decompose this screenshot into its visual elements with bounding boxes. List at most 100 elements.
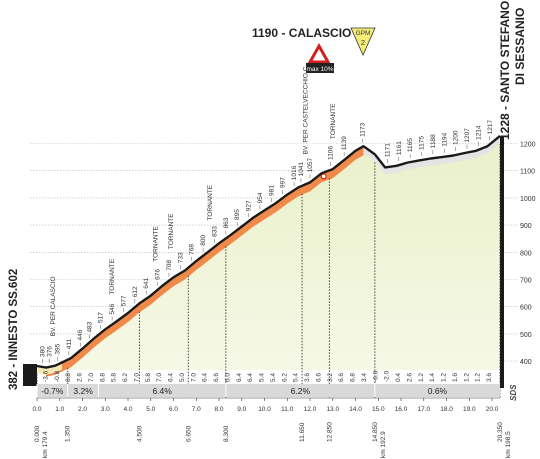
altitude-label: 1188 bbox=[430, 134, 437, 148]
gradient-label: 0.4 bbox=[395, 373, 402, 382]
gradient-label: 6.2 bbox=[281, 373, 288, 382]
altitude-label: 768 bbox=[189, 244, 196, 255]
gradient-label: 5.8 bbox=[145, 373, 152, 382]
gradient-label: 5.4 bbox=[259, 373, 266, 382]
gradient-label: 1.2 bbox=[441, 373, 448, 382]
km-marker-label: 4.500 bbox=[136, 425, 143, 442]
gradient-label: 1.4 bbox=[429, 373, 436, 382]
profile-fill bbox=[37, 135, 500, 370]
finish-label-line-1: 1228 - SANTO STEFANO bbox=[498, 1, 512, 140]
place-labels: BV. PER CALASCIO TORNANTE TORNANTE TORNANTE… bbox=[50, 65, 337, 337]
gradient-label: 2.6 bbox=[77, 373, 84, 382]
gpm-badge: GPM 2 bbox=[350, 27, 376, 56]
start-wall bbox=[23, 364, 37, 386]
altitude-label: 380 bbox=[40, 346, 47, 357]
km-marker-sub: km 179.4 bbox=[42, 431, 49, 458]
gradient-label: 6.6 bbox=[315, 373, 322, 382]
x-tick-label: 18.0 bbox=[440, 406, 453, 413]
sector-gradient-label: 6.4% bbox=[152, 386, 172, 396]
altitude-label: 1200 bbox=[453, 130, 460, 145]
gradient-label: 6.8 bbox=[350, 373, 357, 382]
altitude-label: 483 bbox=[86, 321, 93, 332]
x-tick-label: 14.0 bbox=[349, 406, 362, 413]
gradient-label: 2.6 bbox=[406, 373, 413, 382]
per-km-gradients: -3.6 -0.8 0.8 2.6 7.0 6.8 5.8 6.2 7.0 5.8 7.0 6.4 5.… bbox=[42, 370, 493, 382]
sector-bar-bg bbox=[37, 384, 500, 397]
gradient-label: 6.8 bbox=[99, 373, 106, 382]
x-tick-label: 11.0 bbox=[281, 406, 294, 413]
gradient-label: 6.4 bbox=[168, 373, 175, 382]
altitude-label: 411 bbox=[66, 338, 73, 349]
altitude-label: 708 bbox=[166, 260, 173, 271]
altitude-label: 546 bbox=[109, 303, 116, 314]
sector-gradient-label: 6.2% bbox=[291, 386, 311, 396]
gradient-label: 6.4 bbox=[247, 373, 254, 382]
profile-area bbox=[23, 134, 504, 388]
altitude-label: 733 bbox=[177, 252, 184, 263]
gradient-label: 5.8 bbox=[111, 373, 118, 382]
y-tick-label: 600 bbox=[520, 305, 532, 312]
x-tick-label: 2.0 bbox=[78, 406, 87, 413]
km-marker-label: 8.300 bbox=[223, 425, 230, 442]
sector-gradient-label: 0.6% bbox=[428, 386, 448, 396]
max-gradient-sign: max 10% bbox=[306, 42, 334, 73]
finish-label-line-2: DI SESSANIO bbox=[513, 8, 527, 85]
altitude-label: 895 bbox=[234, 209, 241, 220]
climb-band bbox=[46, 146, 364, 377]
place-label: BV. PER CALASCIO bbox=[50, 276, 57, 336]
x-tick-label: 17.0 bbox=[417, 406, 430, 413]
gradient-label: 6.2 bbox=[122, 373, 129, 382]
x-tick-label: 13.0 bbox=[326, 406, 339, 413]
altitude-label: 1106 bbox=[327, 146, 334, 160]
altitude-label: 997 bbox=[280, 177, 287, 188]
x-tick-label: 5.0 bbox=[146, 406, 155, 413]
gpm-category: 2 bbox=[361, 38, 365, 47]
gradient-label: -2.0 bbox=[384, 370, 391, 382]
altitude-label: 1194 bbox=[441, 132, 448, 146]
place-label: TORNANTE bbox=[207, 184, 214, 220]
sds-logo: SDS bbox=[509, 384, 518, 401]
altitude-label: 1214 bbox=[475, 125, 482, 140]
gradient-label: 7.0 bbox=[156, 373, 163, 382]
altitude-label: 612 bbox=[132, 286, 139, 297]
y-tick-label: 1000 bbox=[520, 196, 536, 203]
altitude-label: 800 bbox=[200, 235, 207, 246]
altitude-label: 833 bbox=[211, 226, 218, 237]
place-label: BV. PER CASTELVECCHIO C. bbox=[302, 65, 309, 155]
gradient-label: -0.8 bbox=[54, 370, 61, 382]
km-marker-lines bbox=[36, 143, 501, 398]
start-label: 382 - INNESTO SS.602 bbox=[8, 269, 20, 390]
altitude-label: 1207 bbox=[464, 128, 471, 143]
gradient-label: 1.2 bbox=[463, 373, 470, 382]
x-tick-label: 19.0 bbox=[463, 406, 476, 413]
altitude-label: 1217 bbox=[487, 119, 494, 134]
km-marker-label: 6.650 bbox=[185, 425, 192, 442]
gradient-label: 7.0 bbox=[133, 373, 140, 382]
gradient-label: 3.2 bbox=[327, 373, 334, 382]
x-tick-label: 6.0 bbox=[169, 406, 178, 413]
x-tick-label: 3.0 bbox=[101, 406, 110, 413]
gradient-label: 1.2 bbox=[418, 373, 425, 382]
y-tick-label: 1200 bbox=[520, 142, 536, 149]
y-tick-label: 700 bbox=[520, 278, 532, 285]
x-tick-label: 16.0 bbox=[395, 406, 408, 413]
km-marker-label: 11.650 bbox=[299, 422, 306, 442]
y-tick-label: 1100 bbox=[520, 169, 535, 176]
gradient-label: 5.4 bbox=[293, 373, 300, 382]
sector-gradient-bar: -0.7% 3.2% 6.4% 6.2% 0.6% bbox=[36, 384, 500, 397]
x-tick-label: 7.0 bbox=[192, 406, 201, 413]
altitude-label: 641 bbox=[143, 277, 150, 288]
finish-wall bbox=[500, 135, 504, 388]
gradient-label: 6.6 bbox=[213, 373, 220, 382]
gradient-label: 3.6 bbox=[304, 373, 311, 382]
altitude-label: 1171 bbox=[384, 143, 391, 157]
gradient-label: -3.6 bbox=[42, 370, 49, 382]
x-tick-label: 9.0 bbox=[237, 406, 246, 413]
y-tick-label: 800 bbox=[520, 250, 532, 257]
altitude-label: 1161 bbox=[396, 141, 403, 155]
gradient-label: 1.6 bbox=[452, 373, 459, 382]
x-tick-label: 4.0 bbox=[123, 406, 132, 413]
y-tick-label: 500 bbox=[520, 332, 532, 339]
altitude-label: 446 bbox=[77, 329, 84, 340]
